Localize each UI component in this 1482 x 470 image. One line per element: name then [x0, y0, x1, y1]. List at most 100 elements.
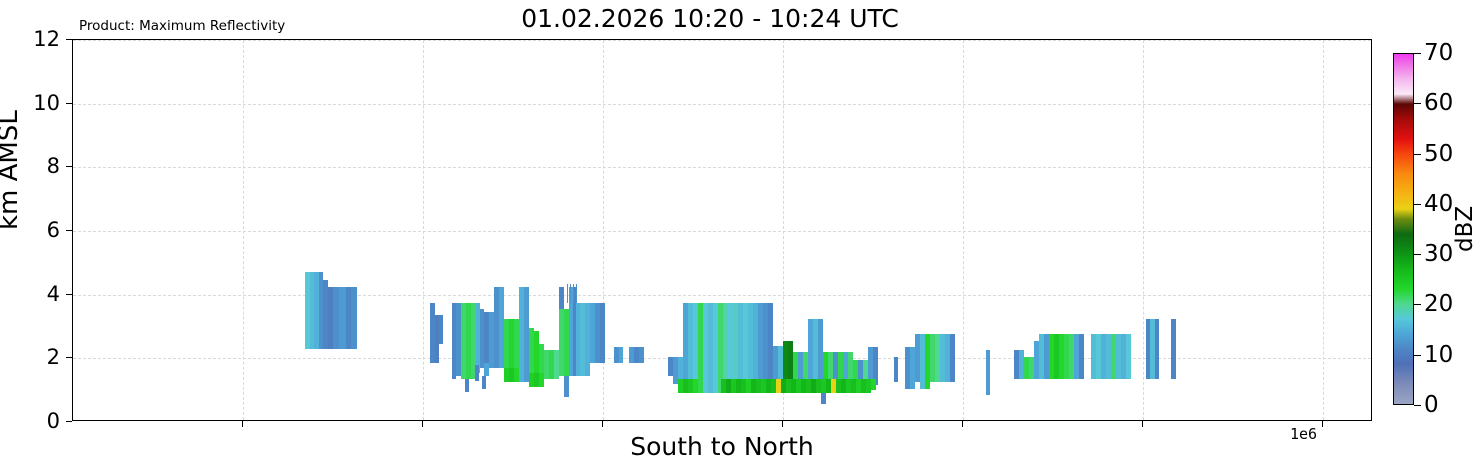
reflectivity-column — [1150, 318, 1155, 379]
y-tick-mark — [66, 357, 72, 359]
reflectivity-column — [698, 302, 703, 394]
reflectivity-lowlevel-cell — [731, 379, 736, 394]
reflectivity-column — [843, 351, 848, 394]
reflectivity-lowlevel-cell — [851, 379, 856, 394]
reflectivity-lowlevel-cell — [856, 379, 861, 394]
reflectivity-lowlevel-cell — [841, 379, 846, 394]
y-tick-label: 10 — [33, 90, 60, 115]
reflectivity-column — [339, 286, 346, 349]
reflectivity-column — [484, 312, 489, 376]
reflectivity-lowlevel-cell — [821, 379, 826, 394]
colorbar-tick-label: 70 — [1424, 40, 1454, 66]
reflectivity-lowlevel-cell — [781, 379, 786, 394]
reflectivity-column — [1014, 350, 1019, 380]
reflectivity-column — [629, 347, 634, 364]
reflectivity-column — [1059, 334, 1064, 380]
reflectivity-column — [778, 345, 783, 394]
reflectivity-column — [873, 347, 878, 386]
y-tick-mark — [66, 293, 72, 295]
reflectivity-column — [494, 286, 499, 368]
reflectivity-column — [668, 356, 673, 376]
colorbar-tick-mark — [1414, 153, 1421, 155]
reflectivity-column — [863, 359, 868, 386]
reflectivity-column — [509, 318, 514, 383]
reflectivity-lowlevel-cell — [475, 364, 479, 381]
reflectivity-column — [554, 350, 559, 380]
x-tick-mark — [602, 421, 603, 427]
reflectivity-column — [758, 302, 763, 394]
reflectivity-lowlevel-cell — [866, 379, 871, 394]
reflectivity-lowlevel-cell — [796, 379, 801, 394]
reflectivity-column — [580, 302, 585, 376]
reflectivity-column — [773, 345, 778, 394]
reflectivity-column — [1019, 350, 1024, 380]
reflectivity-column — [986, 350, 990, 395]
y-tick-label: 6 — [46, 218, 60, 242]
reflectivity-column — [314, 272, 319, 349]
reflectivity-lowlevel-cell — [771, 379, 776, 394]
reflectivity-column — [1064, 334, 1069, 380]
reflectivity-lowlevel-cell — [846, 379, 851, 394]
reflectivity-lowlevel-cell — [741, 379, 746, 394]
colorbar-tick-label: 60 — [1424, 90, 1454, 117]
reflectivity-column — [925, 334, 930, 389]
reflectivity-column — [950, 334, 955, 383]
reflectivity-column — [1171, 318, 1176, 379]
reflectivity-column — [723, 302, 728, 394]
reflectivity-column — [808, 318, 813, 394]
reflectivity-column — [1106, 334, 1111, 380]
reflectivity-lowlevel-cell — [831, 379, 836, 394]
reflectivity-column — [868, 347, 873, 386]
reflectivity-column — [733, 302, 738, 394]
reflectivity-column — [569, 286, 573, 376]
x-tick-mark — [1322, 421, 1323, 427]
reflectivity-lowlevel-cell — [776, 379, 781, 394]
reflectivity-column — [703, 302, 708, 394]
reflectivity-spike — [821, 393, 826, 405]
reflectivity-lowlevel-cell — [504, 367, 509, 383]
reflectivity-column — [489, 312, 494, 368]
reflectivity-lowlevel-cell — [683, 379, 688, 394]
reflectivity-lowlevel-cell — [688, 379, 693, 394]
reflectivity-lowlevel-cell — [693, 379, 698, 394]
reflectivity-column — [1121, 334, 1126, 380]
colorbar-tick-label: 50 — [1424, 140, 1454, 167]
reflectivity-lowlevel-cell — [564, 375, 569, 397]
reflectivity-column — [619, 347, 623, 364]
reflectivity-spike — [567, 283, 569, 303]
reflectivity-column — [480, 308, 484, 368]
reflectivity-spike — [573, 283, 575, 303]
reflectivity-column — [940, 334, 945, 383]
colorbar-tick-label: 20 — [1424, 291, 1454, 318]
reflectivity-column — [1034, 340, 1039, 379]
reflectivity-lowlevel-cell — [786, 379, 791, 394]
reflectivity-lowlevel-cell — [746, 379, 751, 394]
reflectivity-column — [456, 302, 461, 376]
reflectivity-column — [673, 356, 678, 384]
reflectivity-column — [1029, 356, 1034, 380]
reflectivity-lowlevel-cell — [726, 379, 731, 394]
reflectivity-column — [564, 308, 569, 397]
reflectivity-column — [708, 302, 713, 394]
reflectivity-column — [1096, 334, 1101, 380]
reflectivity-column — [452, 302, 456, 380]
reflectivity-column — [1126, 334, 1131, 380]
reflectivity-column — [803, 351, 808, 394]
reflectivity-column — [915, 334, 920, 383]
colorbar-tick-mark — [1414, 53, 1421, 54]
colorbar-tick-label: 40 — [1424, 190, 1454, 217]
reflectivity-column — [788, 340, 793, 394]
reflectivity-column — [718, 302, 723, 394]
reflectivity-column — [1155, 318, 1159, 379]
reflectivity-lowlevel-cell — [836, 379, 841, 394]
reflectivity-column — [319, 272, 323, 349]
reflectivity-column — [693, 302, 698, 387]
colorbar-tick-mark — [1414, 354, 1421, 356]
colorbar-tick-mark — [1414, 103, 1421, 105]
reflectivity-column — [323, 280, 328, 349]
reflectivity-column — [461, 302, 466, 380]
colorbar-tick-label: 10 — [1424, 341, 1454, 368]
reflectivity-spike — [559, 286, 564, 309]
reflectivity-column — [858, 359, 863, 386]
